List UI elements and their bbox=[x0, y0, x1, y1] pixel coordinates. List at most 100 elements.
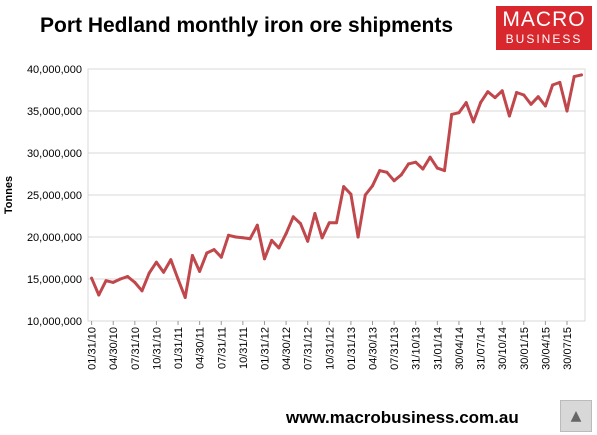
x-tick-label: 04/30/11 bbox=[195, 327, 207, 369]
data-point bbox=[277, 246, 281, 250]
y-tick-label: 15,000,000 bbox=[27, 274, 82, 286]
data-point bbox=[522, 93, 526, 97]
y-tick-label: 25,000,000 bbox=[27, 190, 82, 202]
x-tick-label: 01/31/12 bbox=[259, 327, 271, 370]
data-point bbox=[500, 89, 504, 93]
data-point bbox=[169, 258, 173, 262]
x-tick-label: 01/31/11 bbox=[173, 327, 185, 369]
data-point bbox=[428, 155, 432, 159]
x-tick-label: 07/31/12 bbox=[303, 327, 315, 370]
data-point bbox=[147, 271, 151, 275]
data-point bbox=[558, 80, 562, 84]
data-point bbox=[154, 260, 158, 264]
data-point bbox=[385, 170, 389, 174]
logo-line-2: BUSINESS bbox=[505, 32, 583, 46]
data-points bbox=[90, 73, 583, 299]
data-point bbox=[450, 112, 454, 116]
y-tick-label: 35,000,000 bbox=[27, 106, 82, 118]
data-point bbox=[572, 75, 576, 79]
data-point bbox=[90, 276, 94, 280]
x-tick-label: 10/31/10 bbox=[151, 327, 163, 370]
data-point bbox=[392, 179, 396, 183]
data-point bbox=[407, 162, 410, 166]
data-point bbox=[219, 255, 223, 259]
data-point bbox=[162, 270, 166, 274]
data-point bbox=[327, 221, 331, 225]
x-tick-label: 04/30/12 bbox=[281, 327, 293, 370]
data-point bbox=[320, 236, 324, 240]
y-axis: 10,000,000 15,000,000 20,000,000 25,000,000… bbox=[27, 64, 82, 328]
data-point bbox=[97, 293, 101, 297]
data-point bbox=[565, 109, 569, 113]
x-tick-label: 07/31/11 bbox=[216, 327, 228, 369]
data-point bbox=[435, 166, 439, 170]
data-point bbox=[313, 212, 317, 215]
wolf-icon: ▲ bbox=[560, 400, 592, 432]
data-point bbox=[255, 223, 259, 227]
data-point bbox=[299, 222, 302, 226]
x-tick-label: 07/31/13 bbox=[389, 327, 401, 370]
x-tick-label: 07/31/10 bbox=[130, 327, 142, 370]
data-point bbox=[378, 169, 382, 173]
x-tick-label: 30/07/15 bbox=[562, 327, 574, 370]
chart-title: Port Hedland monthly iron ore shipments bbox=[40, 14, 454, 37]
data-point bbox=[176, 277, 180, 281]
data-point bbox=[493, 96, 497, 100]
data-point bbox=[464, 101, 468, 105]
data-point bbox=[479, 101, 483, 105]
data-point bbox=[421, 167, 425, 171]
data-point bbox=[356, 235, 360, 239]
data-point bbox=[126, 275, 130, 278]
data-point bbox=[212, 248, 216, 252]
data-point bbox=[306, 239, 310, 243]
data-point bbox=[414, 160, 418, 164]
data-point bbox=[515, 91, 519, 94]
x-tick-label: 10/31/12 bbox=[324, 327, 336, 370]
x-tick-label: 01/31/10 bbox=[87, 327, 99, 370]
x-tick-label: 04/30/10 bbox=[108, 327, 120, 370]
data-point bbox=[190, 254, 194, 257]
data-point bbox=[486, 90, 490, 94]
data-point bbox=[371, 184, 374, 188]
data-point bbox=[399, 173, 403, 177]
data-point bbox=[349, 192, 353, 196]
data-point bbox=[536, 95, 540, 99]
y-tick-label: 40,000,000 bbox=[27, 64, 82, 76]
x-tick-label: 10/31/11 bbox=[238, 327, 250, 369]
data-point bbox=[205, 251, 209, 255]
data-point bbox=[248, 237, 252, 241]
data-point bbox=[284, 232, 288, 236]
data-point bbox=[443, 169, 446, 173]
macrobusiness-logo: MACRO BUSINESS bbox=[496, 6, 592, 50]
y-tick-label: 30,000,000 bbox=[27, 148, 82, 160]
x-axis: 01/31/10 04/30/10 07/31/10 10/31/10 01/31/11… bbox=[87, 321, 574, 370]
data-point bbox=[471, 120, 475, 124]
x-tick-label: 30/04/14 bbox=[454, 327, 466, 370]
data-point bbox=[263, 257, 266, 261]
data-point bbox=[140, 289, 144, 293]
y-tick-label: 20,000,000 bbox=[27, 232, 82, 244]
data-point bbox=[270, 238, 274, 242]
y-tick-label: 10,000,000 bbox=[27, 316, 82, 328]
x-tick-label: 30/10/14 bbox=[497, 327, 509, 370]
data-point bbox=[457, 111, 461, 115]
x-tick-label: 30/01/15 bbox=[519, 327, 531, 370]
website-url: www.macrobusiness.com.au bbox=[286, 408, 519, 427]
data-point bbox=[133, 280, 137, 284]
x-tick-label: 31/01/14 bbox=[432, 327, 444, 370]
data-point bbox=[335, 221, 338, 225]
data-point bbox=[227, 233, 230, 237]
data-point bbox=[551, 83, 555, 87]
data-point bbox=[183, 296, 187, 299]
data-point bbox=[363, 193, 367, 197]
data-point bbox=[291, 215, 295, 219]
data-point bbox=[543, 104, 547, 108]
data-point bbox=[104, 279, 108, 283]
data-point bbox=[342, 185, 346, 189]
data-point bbox=[529, 102, 533, 106]
x-tick-label: 04/30/13 bbox=[368, 327, 380, 370]
data-point bbox=[111, 280, 115, 284]
x-tick-label: 31/10/13 bbox=[411, 327, 423, 370]
x-tick-label: 01/31/13 bbox=[346, 327, 358, 370]
